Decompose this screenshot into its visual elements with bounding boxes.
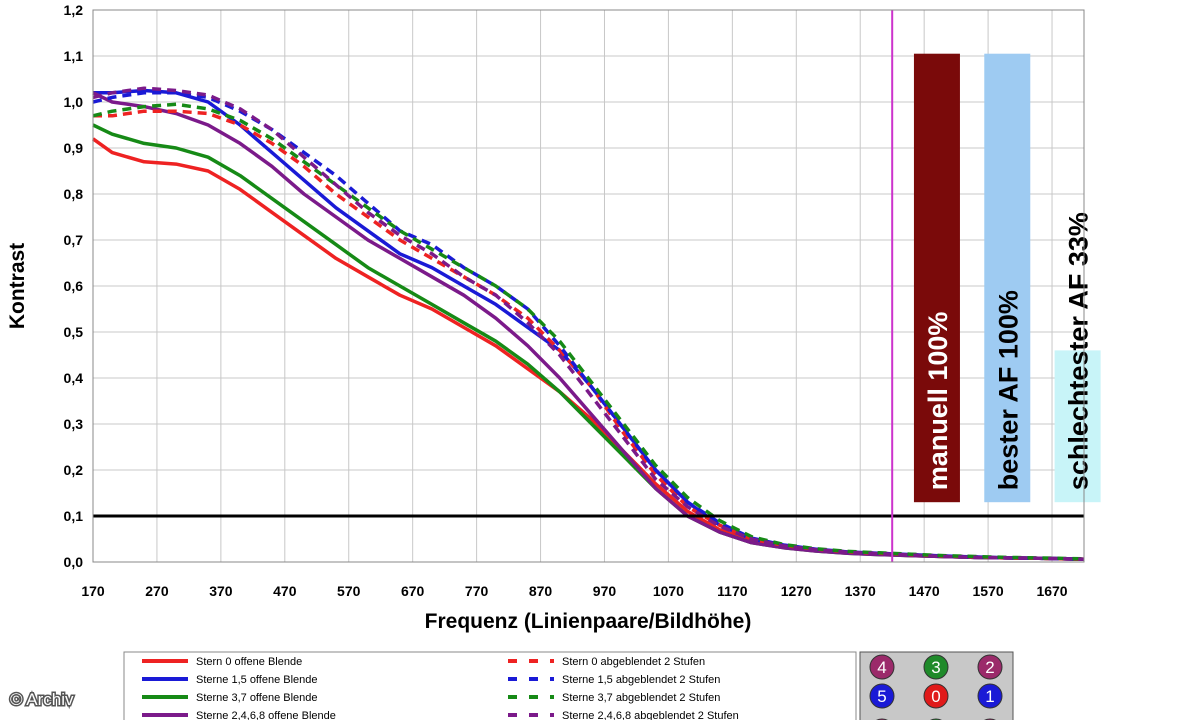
x-tick-label: 170 (81, 583, 105, 599)
series-line (92, 86, 1085, 561)
y-tick-label: 0,7 (64, 232, 84, 248)
position-markers: 4 3 2 5 0 1 (869, 654, 1003, 720)
annotation-bar-fill (984, 53, 1031, 503)
position-marker-circle (869, 654, 895, 680)
annotation-bar-fill (1054, 350, 1101, 503)
y-tick-label: 1,1 (64, 48, 84, 64)
y-tick-label: 1,2 (64, 2, 84, 18)
annotation-bar: schlechtester AF 33% (1054, 212, 1101, 503)
credit-text: © Archiv (10, 690, 74, 709)
x-tick-labels: 170 270 370 470 570 670 770 870 970 1070 1170 1270 1… (81, 583, 1067, 599)
position-marker: 1 (977, 683, 1003, 709)
series-line (93, 109, 1085, 561)
y-tick-label: 0,6 (64, 278, 84, 294)
legend-label: Sterne 3,7 abgeblendet 2 Stufen (562, 692, 720, 704)
annotation-bars: manuell 100% bester AF 100% schlechtester … (913, 53, 1101, 503)
x-tick-label: 970 (593, 583, 617, 599)
annotation-bar-label: manuell 100% (923, 312, 953, 491)
position-marker-label: 1 (985, 687, 994, 706)
y-tick-labels: 0,0 0,1 0,2 0,3 0,4 0,5 0,6 0,7 0,8 0,9 1,0 1,1 1,2 (64, 2, 84, 570)
y-tick-label: 0,9 (64, 140, 84, 156)
position-marker: 3 (923, 654, 949, 680)
legend-entry: Stern 0 abgeblendet 2 Stufen (508, 656, 705, 668)
position-marker-label: 2 (985, 658, 994, 677)
legend-entry: Sterne 3,7 offene Blende (142, 692, 318, 704)
legend-label: Sterne 3,7 offene Blende (196, 692, 318, 704)
position-marker: 4 (869, 654, 895, 680)
plot-frame (92, 9, 1085, 563)
position-marker-circle (869, 683, 895, 709)
y-tick-label: 0,0 (64, 554, 84, 570)
legend-label: Stern 0 abgeblendet 2 Stufen (562, 656, 705, 668)
y-tick-label: 1,0 (64, 94, 84, 110)
legend-entry: Sterne 3,7 abgeblendet 2 Stufen (508, 692, 720, 704)
x-tick-label: 1670 (1036, 583, 1067, 599)
x-tick-label: 770 (465, 583, 489, 599)
y-tick-label: 0,2 (64, 462, 84, 478)
position-marker: 2 (977, 654, 1003, 680)
position-marker-label: 4 (877, 658, 886, 677)
x-tick-label: 670 (401, 583, 425, 599)
x-tick-label: 1070 (653, 583, 684, 599)
annotation-bar-label: schlechtester AF 33% (1064, 212, 1094, 490)
annotation-bar-label: bester AF 100% (993, 290, 1023, 490)
legend-entry: Sterne 1,5 abgeblendet 2 Stufen (508, 674, 720, 686)
legend-label: Sterne 1,5 offene Blende (196, 674, 318, 686)
x-tick-label: 1370 (845, 583, 876, 599)
x-tick-label: 1470 (909, 583, 940, 599)
y-tick-label: 0,3 (64, 416, 84, 432)
x-tick-label: 1570 (973, 583, 1004, 599)
series-line (92, 102, 1085, 561)
legend-label: Stern 0 offene Blende (196, 656, 302, 668)
legend-entry: Sterne 2,4,6,8 abgeblendet 2 Stufen (508, 710, 739, 720)
legend-label: Sterne 1,5 abgeblendet 2 Stufen (562, 674, 720, 686)
series-lines (91, 86, 1085, 561)
annotation-bar: bester AF 100% (984, 53, 1031, 503)
position-marker-circle (977, 683, 1003, 709)
position-marker-label: 0 (931, 687, 940, 706)
position-marker-label: 3 (931, 658, 940, 677)
x-tick-label: 270 (145, 583, 169, 599)
position-marker: 5 (869, 683, 895, 709)
legend-entry: Sterne 1,5 offene Blende (142, 674, 318, 686)
x-tick-label: 1170 (717, 583, 748, 599)
y-tick-label: 0,8 (64, 186, 84, 202)
y-tick-label: 0,5 (64, 324, 84, 340)
x-axis-title: Frequenz (Linienpaare/Bildhöhe) (425, 610, 752, 633)
position-marker-circle (923, 654, 949, 680)
y-tick-label: 0,1 (64, 508, 84, 524)
legend-box (123, 651, 857, 720)
y-tick-label: 0,4 (64, 370, 84, 386)
position-marker-circle (923, 683, 949, 709)
position-marker: 0 (923, 683, 949, 709)
position-marker-circle (977, 654, 1003, 680)
legend: Stern 0 offene Blende Sterne 1,5 offene B… (142, 656, 739, 720)
x-tick-label: 570 (337, 583, 361, 599)
y-axis-title: Kontrast (6, 243, 29, 329)
x-tick-label: 470 (273, 583, 297, 599)
position-marker-label: 5 (877, 687, 886, 706)
x-tick-label: 370 (209, 583, 233, 599)
annotation-bar: manuell 100% (913, 53, 960, 503)
legend-label: Sterne 2,4,6,8 offene Blende (196, 710, 336, 720)
legend-entry: Stern 0 offene Blende (142, 656, 302, 668)
x-tick-label: 1270 (781, 583, 812, 599)
x-tick-label: 870 (529, 583, 553, 599)
annotation-bar-fill (913, 53, 960, 503)
legend-label: Sterne 2,4,6,8 abgeblendet 2 Stufen (562, 710, 739, 720)
legend-entry: Sterne 2,4,6,8 offene Blende (142, 710, 336, 720)
